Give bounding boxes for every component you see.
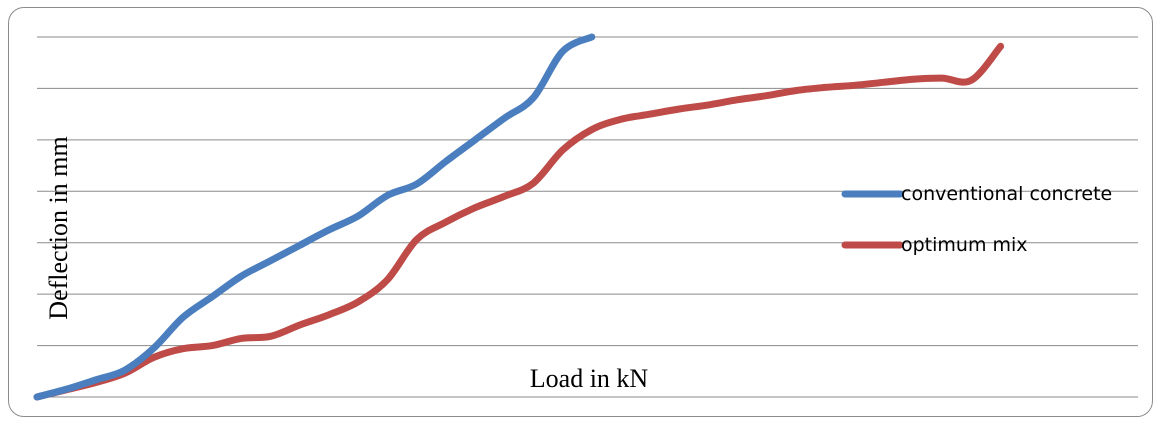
legend: conventional concrete optimum mix	[841, 183, 1112, 256]
y-axis-title: Deflection in mm	[44, 136, 73, 319]
gridlines	[37, 36, 1138, 398]
series-lines	[33, 33, 1005, 401]
legend-label-optimum-mix: optimum mix	[901, 234, 1028, 256]
legend-label-conventional-concrete: conventional concrete	[901, 183, 1112, 205]
series-line-optimum-mix	[33, 42, 1005, 401]
x-axis-title: Load in kN	[530, 364, 649, 393]
series-line-conventional-concrete	[33, 33, 596, 401]
